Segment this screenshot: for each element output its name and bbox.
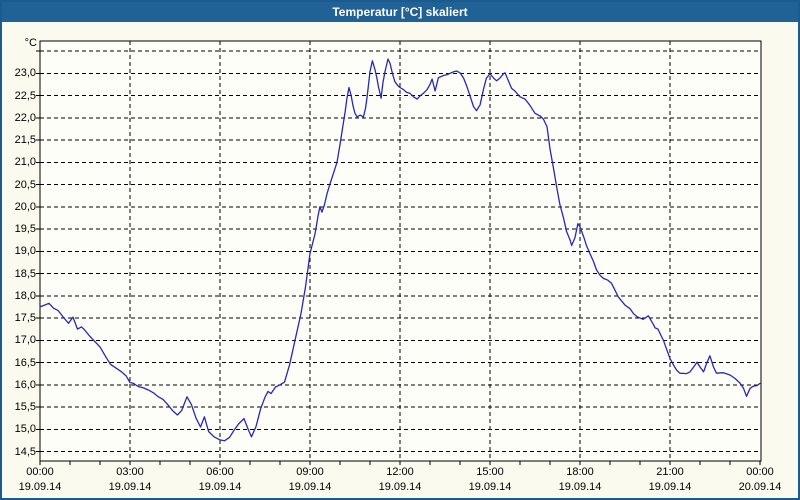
window-title: Temperatur [°C] skaliert [332, 5, 468, 19]
x-tick-time-label: 03:00 [116, 466, 144, 478]
plot-border [39, 40, 762, 462]
y-tick-label: 17,5 [14, 312, 36, 324]
y-tick-label: 19,0 [14, 245, 36, 257]
x-tick-time-label: 09:00 [296, 466, 324, 478]
y-tick-label: 20,5 [14, 179, 36, 191]
y-tick-label: 15,5 [14, 401, 36, 413]
x-tick-time-label: 18:00 [566, 466, 594, 478]
y-tick-label: 22,5 [14, 90, 36, 102]
y-tick-label: 14,5 [14, 446, 36, 458]
x-tick-time-label: 06:00 [206, 466, 234, 478]
y-tick-label: 21,5 [14, 134, 36, 146]
x-tick-time-label: 00:00 [746, 466, 774, 478]
x-tick-date-label: 19.09.14 [558, 481, 602, 493]
x-tick-time-label: 00:00 [26, 466, 54, 478]
y-tick-label: 23,0 [14, 67, 36, 79]
x-tick-date-label: 19.09.14 [468, 481, 512, 493]
x-tick-date-label: 19.09.14 [288, 481, 332, 493]
x-tick-date-label: 19.09.14 [378, 481, 422, 493]
y-tick-label: 19,5 [14, 223, 36, 235]
y-axis-unit-label: °C [24, 37, 37, 49]
y-tick-label: 17,0 [14, 334, 36, 346]
y-tick-label: 18,0 [14, 290, 36, 302]
y-tick-label: 16,0 [14, 379, 36, 391]
y-tick-label: 16,5 [14, 357, 36, 369]
title-bar: Temperatur [°C] skaliert [2, 2, 798, 22]
x-tick-time-label: 21:00 [656, 466, 684, 478]
y-tick-label: 18,5 [14, 268, 36, 280]
y-tick-label: 22,0 [14, 112, 36, 124]
x-tick-date-label: 20.09.14 [738, 481, 782, 493]
x-tick-date-label: 19.09.14 [198, 481, 242, 493]
y-tick-label: 21,0 [14, 156, 36, 168]
x-tick-time-label: 15:00 [476, 466, 504, 478]
x-tick-date-label: 19.09.14 [18, 481, 62, 493]
x-tick-date-label: 19.09.14 [108, 481, 152, 493]
temperature-line [39, 58, 761, 442]
x-tick-time-label: 12:00 [386, 466, 414, 478]
y-tick-label: 20,0 [14, 201, 36, 213]
x-tick-date-label: 19.09.14 [648, 481, 692, 493]
y-tick-label: 15,0 [14, 423, 36, 435]
